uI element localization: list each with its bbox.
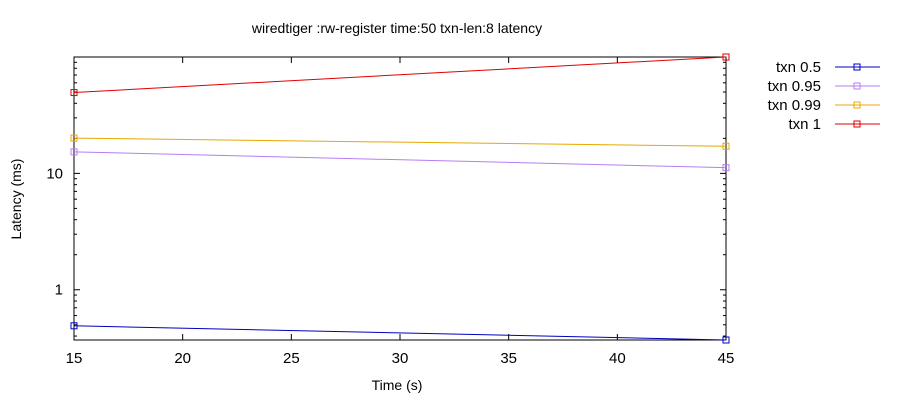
x-tick-label: 30	[392, 350, 409, 367]
data-point-marker	[722, 336, 730, 344]
data-point-marker	[70, 148, 78, 156]
axis-ticks: 15 20 25 30 35 40 45 1 10	[46, 56, 735, 367]
legend-label: txn 0.99	[768, 97, 821, 114]
legend-marker	[853, 82, 861, 90]
legend-label: txn 0.95	[768, 78, 821, 95]
series-layer	[70, 53, 730, 344]
legend-marker	[853, 120, 861, 128]
data-point-marker	[70, 134, 78, 142]
x-axis-label: Time (s)	[372, 377, 423, 393]
legend-marker	[853, 63, 861, 71]
y-tick-label: 1	[55, 282, 63, 299]
plot-area-frame	[73, 56, 727, 341]
x-tick-label: 40	[609, 350, 626, 367]
x-tick-label: 15	[66, 350, 83, 367]
y-tick-label: 10	[46, 165, 63, 182]
legend-label: txn 1	[788, 116, 821, 133]
series-line	[73, 325, 727, 341]
data-point-marker	[70, 322, 78, 330]
data-point-marker	[70, 89, 78, 97]
legend-label: txn 0.5	[776, 59, 821, 76]
x-tick-label: 45	[718, 350, 735, 367]
legend: txn 0.5 txn 0.95 txn 0.99 txn 1	[768, 59, 880, 133]
data-point-marker	[722, 53, 730, 61]
y-axis-label: Latency (ms)	[8, 159, 24, 240]
x-tick-label: 20	[174, 350, 191, 367]
legend-marker	[853, 101, 861, 109]
series-line	[73, 56, 727, 94]
chart-title: wiredtiger :rw-register time:50 txn-len:…	[251, 20, 542, 36]
series-line	[73, 137, 727, 147]
data-point-marker	[722, 142, 730, 150]
x-tick-label: 35	[500, 350, 517, 367]
x-tick-label: 25	[283, 350, 300, 367]
data-point-marker	[722, 164, 730, 172]
series-line	[73, 151, 727, 169]
